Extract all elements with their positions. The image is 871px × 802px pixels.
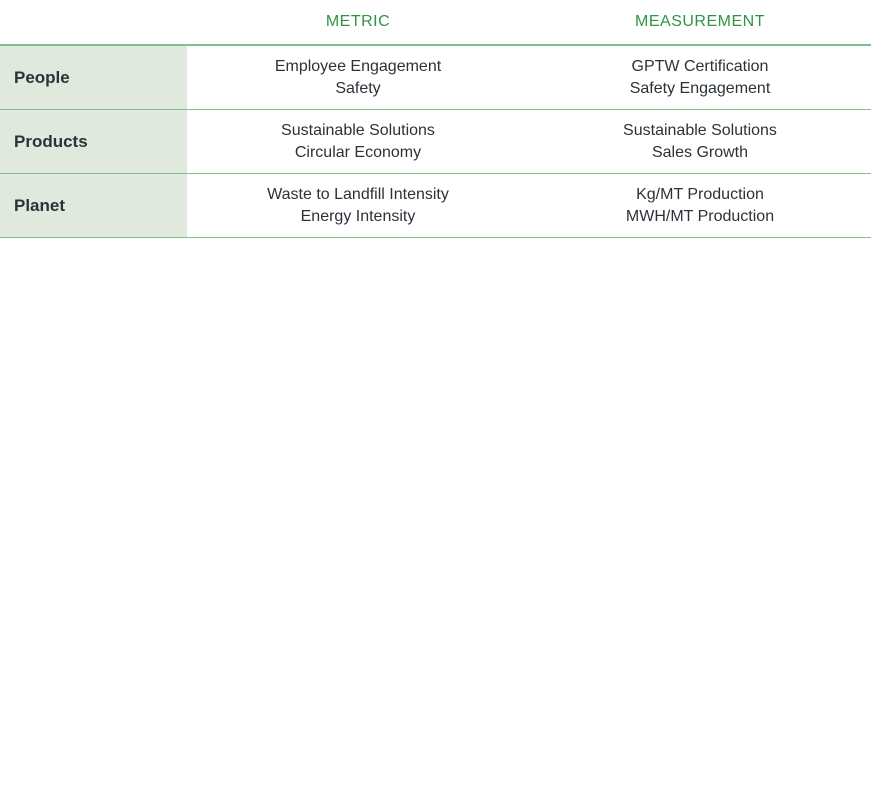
measurement-line: MWH/MT Production <box>625 207 775 225</box>
metric-cell: Sustainable Solutions Circular Economy <box>187 109 529 174</box>
measurement-line: Safety Engagement <box>629 79 771 97</box>
metric-line: Employee Engagement <box>274 57 442 75</box>
metrics-table: METRIC MEASUREMENT People Employee Engag… <box>0 0 871 238</box>
measurement-line: Sustainable Solutions <box>623 121 777 139</box>
category-cell: Products <box>0 109 187 174</box>
measurement-cell: Sustainable Solutions Sales Growth <box>529 109 871 174</box>
header-row: METRIC MEASUREMENT <box>0 0 871 46</box>
header-blank <box>0 0 187 46</box>
metric-line: Sustainable Solutions <box>281 121 435 139</box>
table-row: People Employee Engagement Safety GPTW Ce… <box>0 45 871 110</box>
header-measurement: MEASUREMENT <box>529 0 871 46</box>
table-row: Products Sustainable Solutions Circular E… <box>0 109 871 174</box>
category-cell: Planet <box>0 173 187 238</box>
header-metric: METRIC <box>187 0 529 46</box>
metric-cell: Employee Engagement Safety <box>187 45 529 110</box>
metric-line: Circular Economy <box>294 143 422 161</box>
metric-line: Waste to Landfill Intensity <box>267 185 449 203</box>
metric-line: Energy Intensity <box>300 207 416 225</box>
measurement-cell: GPTW Certification Safety Engagement <box>529 45 871 110</box>
table-row: Planet Waste to Landfill Intensity Energy… <box>0 173 871 238</box>
metric-line: Safety <box>335 79 381 97</box>
measurement-line: GPTW Certification <box>631 57 769 75</box>
measurement-line: Kg/MT Production <box>636 185 764 203</box>
category-cell: People <box>0 45 187 110</box>
metric-cell: Waste to Landfill Intensity Energy Intens… <box>187 173 529 238</box>
measurement-cell: Kg/MT Production MWH/MT Production <box>529 173 871 238</box>
measurement-line: Sales Growth <box>651 143 749 161</box>
